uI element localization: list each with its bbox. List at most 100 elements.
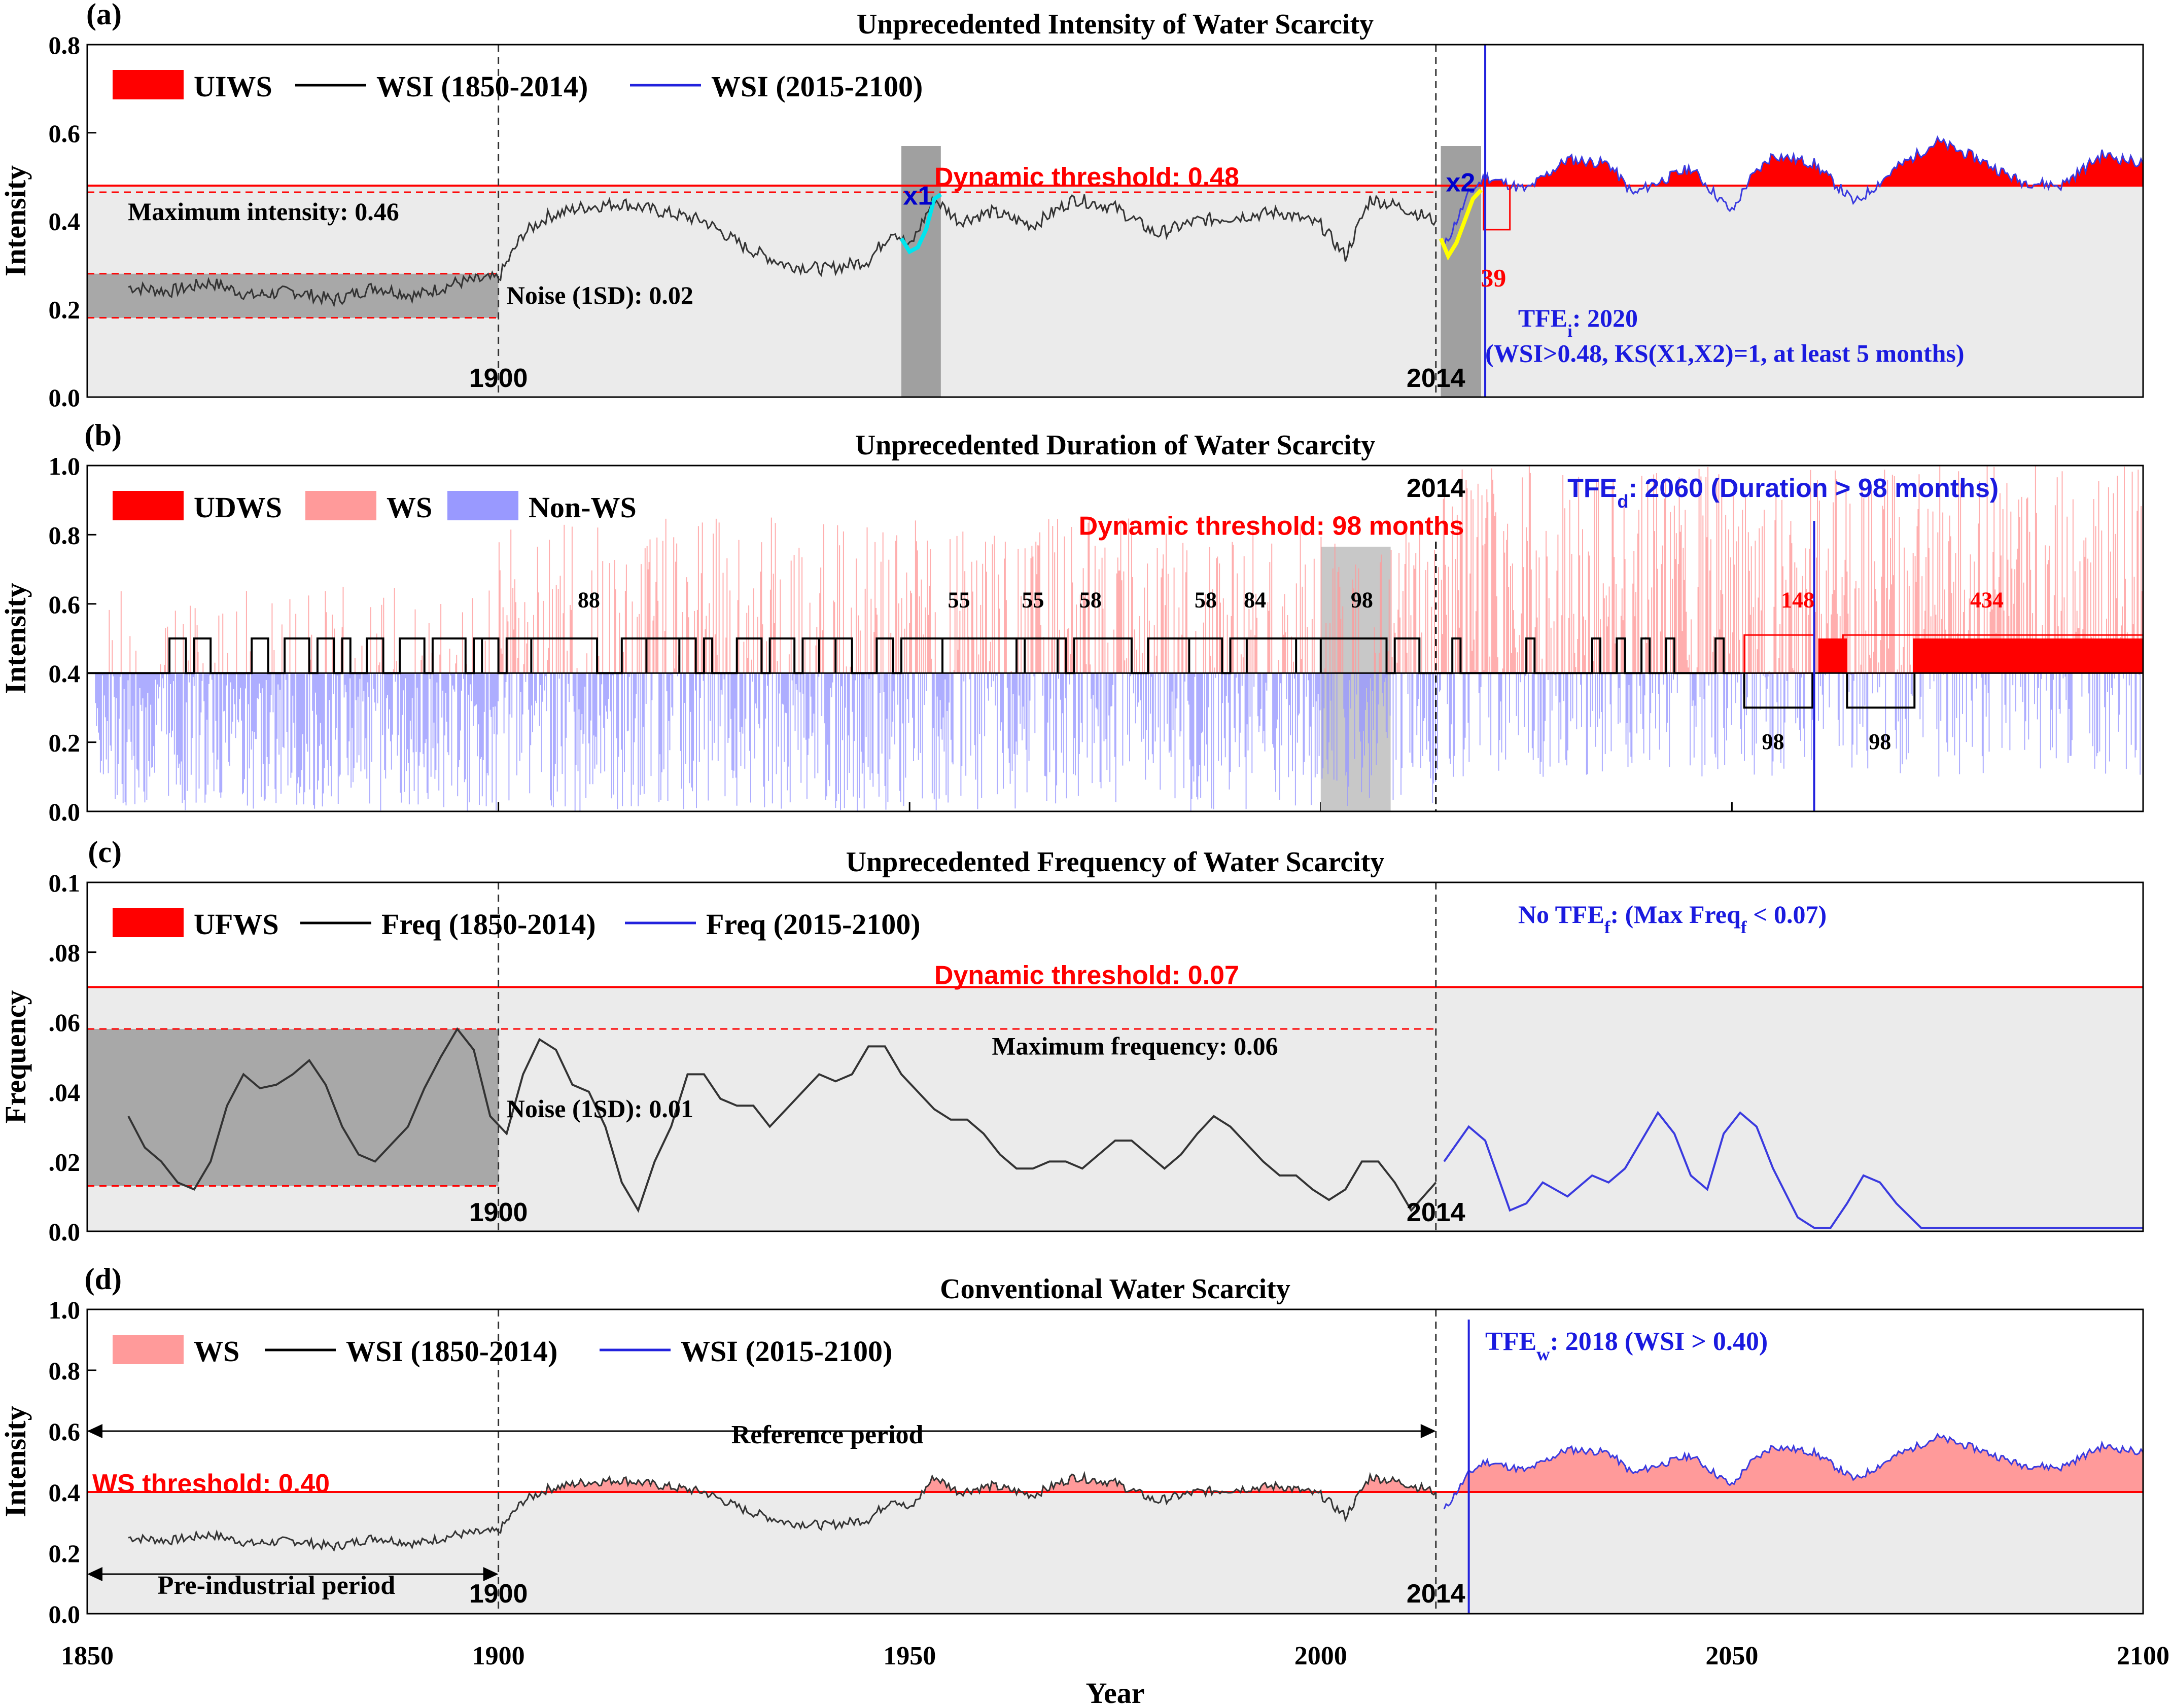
legend-label: UDWS bbox=[194, 491, 282, 524]
y-tick-label: 0.6 bbox=[49, 1417, 81, 1446]
year-2014-label: 2014 bbox=[1407, 474, 1465, 503]
plot-frame bbox=[86, 881, 2144, 1232]
exceed-count-label: 39 bbox=[1481, 263, 1506, 292]
y-tick-label: .02 bbox=[49, 1148, 81, 1176]
x-tick-label: 2100 bbox=[2117, 1642, 2169, 1670]
y-tick-label: 0.0 bbox=[49, 383, 81, 412]
wsi-historical-line bbox=[128, 194, 1437, 308]
ws-fill-future bbox=[1444, 1434, 2143, 1492]
freq-future-line bbox=[1443, 1111, 2143, 1229]
x-tick-label: 2000 bbox=[1294, 1642, 1347, 1670]
y-tick-label: .04 bbox=[49, 1078, 81, 1107]
y-axis-label: Frequency bbox=[0, 990, 32, 1123]
y-axis-label: Intensity bbox=[0, 583, 32, 694]
panel-title: Conventional Water Scarcity bbox=[940, 1273, 1290, 1305]
legend-label: Freq (2015-2100) bbox=[706, 908, 921, 941]
year-2014-label: 2014 bbox=[1407, 364, 1465, 393]
legend-label: Freq (1850-2014) bbox=[381, 908, 596, 941]
threshold-label: Dynamic threshold: 98 months bbox=[1079, 511, 1464, 541]
x1-label: x1 bbox=[903, 181, 932, 210]
legend-label: WS bbox=[387, 491, 432, 524]
y-tick-label: 0.4 bbox=[49, 659, 81, 688]
threshold-label: Dynamic threshold: 0.48 bbox=[934, 163, 1239, 192]
legend-swatch bbox=[305, 491, 376, 520]
year-1900-label: 1900 bbox=[469, 1579, 528, 1609]
legend-swatch bbox=[447, 491, 518, 520]
uiws-fill bbox=[1444, 137, 2143, 186]
reference-arrow-head-left bbox=[87, 1424, 102, 1438]
duration-label: 55 bbox=[1022, 588, 1044, 613]
x2-segment bbox=[1439, 188, 1483, 261]
y-axis-label: Intensity bbox=[0, 165, 32, 276]
tfe-condition: (WSI>0.48, KS(X1,X2)=1, at least 5 month… bbox=[1485, 339, 1964, 368]
window-bracket-2 bbox=[1846, 673, 1916, 709]
legend-swatch bbox=[113, 491, 184, 520]
panel-letter: (c) bbox=[88, 835, 122, 869]
legend-swatch bbox=[113, 1335, 184, 1364]
wsi-future-line bbox=[1443, 1433, 2144, 1510]
y-tick-label: 0.8 bbox=[49, 521, 81, 549]
duration-label: 98 bbox=[1351, 588, 1373, 613]
legend-label: UIWS bbox=[194, 70, 272, 103]
tfe-label: TFEi: 2020 bbox=[1518, 304, 1638, 341]
wsi-future-line bbox=[1443, 135, 2144, 246]
x2-label: x2 bbox=[1446, 168, 1475, 197]
legend-label: Non-WS bbox=[529, 491, 637, 524]
window-duration-label: 98 bbox=[1762, 729, 1784, 754]
y-tick-label: .08 bbox=[49, 939, 81, 967]
duration-label: 84 bbox=[1244, 588, 1266, 613]
future-duration-label: 148 bbox=[1781, 588, 1814, 613]
duration-label: 58 bbox=[1079, 588, 1102, 613]
below-threshold-shade bbox=[87, 1492, 2143, 1614]
year-2014-label: 2014 bbox=[1407, 1198, 1465, 1227]
panel-title: Unprecedented Duration of Water Scarcity bbox=[855, 430, 1376, 461]
tfe-label: No TFEf: (Max Freqf < 0.07) bbox=[1518, 900, 1827, 937]
window-x1 bbox=[901, 146, 941, 397]
threshold-label: Dynamic threshold: 0.07 bbox=[934, 960, 1239, 990]
noise-label: Noise (1SD): 0.02 bbox=[507, 281, 693, 309]
panel-title: Unprecedented Intensity of Water Scarcit… bbox=[857, 9, 1374, 40]
y-tick-label: 0.0 bbox=[49, 1218, 81, 1246]
year-2014-label: 2014 bbox=[1407, 1579, 1465, 1609]
x1-segment bbox=[899, 193, 942, 255]
reference-period-label: Reference period bbox=[731, 1420, 924, 1449]
y-tick-label: .06 bbox=[49, 1008, 81, 1037]
y-axis-label: Intensity bbox=[0, 1406, 32, 1517]
y-tick-label: 0.8 bbox=[49, 31, 81, 59]
duration-steps bbox=[87, 637, 1740, 674]
y-tick-label: 0.0 bbox=[49, 798, 81, 826]
duration-label: 58 bbox=[1195, 588, 1217, 613]
x-axis-label: Year bbox=[1086, 1677, 1145, 1708]
x-tick-label: 2050 bbox=[1705, 1642, 1758, 1670]
y-tick-label: 0.2 bbox=[49, 729, 81, 757]
y-tick-label: 0.0 bbox=[49, 1600, 81, 1628]
y-tick-label: 0.4 bbox=[49, 207, 81, 236]
y-tick-label: 0.6 bbox=[49, 590, 81, 619]
x-tick-label: 1900 bbox=[472, 1642, 525, 1670]
y-tick-label: 0.2 bbox=[49, 1539, 81, 1568]
ws-fill-historical bbox=[128, 1474, 1436, 1492]
reference-arrow-head-right bbox=[1420, 1424, 1436, 1438]
pre-industrial-arrow-head-left bbox=[87, 1567, 102, 1581]
plot-frame bbox=[86, 44, 2144, 398]
legend-label: WSI (1850-2014) bbox=[376, 70, 588, 103]
noise-label: Noise (1SD): 0.01 bbox=[507, 1094, 693, 1123]
panel-title: Unprecedented Frequency of Water Scarcit… bbox=[846, 846, 1385, 878]
wsi-historical-line bbox=[128, 1471, 1437, 1552]
duration-label: 55 bbox=[948, 588, 970, 613]
future-duration-label: 434 bbox=[1970, 588, 2004, 613]
tfe-label: TFEw: 2018 (WSI > 0.40) bbox=[1485, 1327, 1768, 1364]
noise-band bbox=[87, 1028, 499, 1186]
max-label: Maximum frequency: 0.06 bbox=[992, 1031, 1278, 1060]
tfe-label: TFEd: 2060 (Duration > 98 months) bbox=[1567, 474, 1999, 512]
legend-swatch bbox=[113, 70, 184, 99]
y-tick-label: 1.0 bbox=[49, 1296, 81, 1324]
exceed-box bbox=[1483, 185, 1511, 231]
max-label: Maximum intensity: 0.46 bbox=[128, 197, 399, 226]
year-1900-label: 1900 bbox=[469, 364, 528, 393]
legend-label: WSI (2015-2100) bbox=[681, 1335, 892, 1368]
y-tick-label: 1.0 bbox=[49, 452, 81, 480]
duration-label: 88 bbox=[578, 588, 600, 613]
window-bracket-1 bbox=[1743, 673, 1814, 709]
